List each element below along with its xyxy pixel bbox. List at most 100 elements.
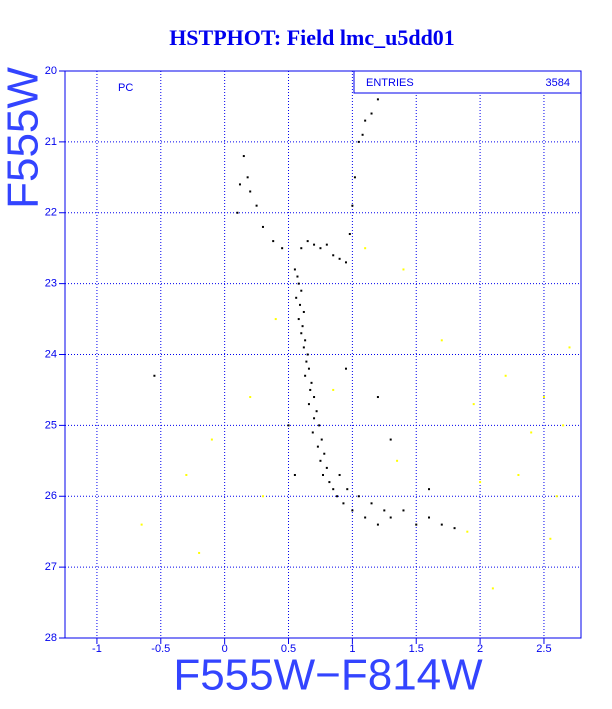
point bbox=[338, 257, 341, 260]
point bbox=[549, 537, 552, 540]
point bbox=[353, 176, 356, 179]
point bbox=[300, 289, 303, 292]
point bbox=[357, 140, 360, 143]
point bbox=[297, 318, 300, 321]
point bbox=[306, 240, 309, 243]
point bbox=[555, 495, 558, 498]
point bbox=[568, 346, 571, 349]
point bbox=[342, 502, 345, 505]
point bbox=[185, 473, 188, 476]
point bbox=[328, 481, 331, 484]
point bbox=[351, 204, 354, 207]
point bbox=[325, 243, 328, 246]
x-tick-label: 0 bbox=[222, 643, 228, 655]
point bbox=[479, 481, 482, 484]
stats-box bbox=[353, 70, 582, 94]
y-tick-label: 28 bbox=[45, 632, 57, 644]
point bbox=[301, 325, 304, 328]
x-tick-label: 2 bbox=[477, 643, 483, 655]
point bbox=[332, 388, 335, 391]
point bbox=[306, 353, 309, 356]
point bbox=[466, 530, 469, 533]
y-tick-label: 24 bbox=[45, 348, 57, 360]
point bbox=[318, 424, 321, 427]
point bbox=[332, 254, 335, 257]
point bbox=[296, 275, 299, 278]
x-tick-label: 1 bbox=[349, 643, 355, 655]
point bbox=[332, 488, 335, 491]
point bbox=[249, 396, 252, 399]
point bbox=[376, 396, 379, 399]
point bbox=[320, 438, 323, 441]
point bbox=[316, 445, 319, 448]
point bbox=[302, 310, 305, 313]
point bbox=[376, 523, 379, 526]
point bbox=[336, 495, 339, 498]
point bbox=[364, 516, 367, 519]
point bbox=[238, 183, 241, 186]
y-tick-label: 23 bbox=[45, 278, 57, 290]
y-tick-label: 20 bbox=[45, 65, 57, 77]
point bbox=[402, 509, 405, 512]
y-tick-label: 21 bbox=[45, 136, 57, 148]
point bbox=[453, 527, 456, 530]
point bbox=[428, 516, 431, 519]
point bbox=[210, 438, 213, 441]
point bbox=[396, 459, 399, 462]
chart-title: HSTPHOT: Field lmc_u5dd01 bbox=[169, 25, 455, 50]
point bbox=[307, 367, 310, 370]
point bbox=[440, 523, 443, 526]
points bbox=[140, 98, 571, 590]
point bbox=[440, 339, 443, 342]
point bbox=[249, 190, 252, 193]
point bbox=[309, 388, 312, 391]
point bbox=[297, 282, 300, 285]
point bbox=[428, 488, 431, 491]
point bbox=[272, 240, 275, 243]
point bbox=[389, 438, 392, 441]
point bbox=[517, 473, 520, 476]
point bbox=[293, 473, 296, 476]
stats-value: 3584 bbox=[546, 77, 570, 89]
point bbox=[346, 488, 349, 491]
y-tick-label: 27 bbox=[45, 561, 57, 573]
x-tick-label: -0.5 bbox=[151, 643, 170, 655]
stats-label: ENTRIES bbox=[366, 77, 414, 89]
point bbox=[261, 225, 264, 228]
x-tick-label: -1 bbox=[92, 643, 102, 655]
point bbox=[287, 424, 290, 427]
point bbox=[351, 509, 354, 512]
x-tick-label: 0.5 bbox=[281, 643, 296, 655]
point bbox=[246, 176, 249, 179]
point bbox=[305, 360, 308, 363]
point bbox=[198, 551, 201, 554]
point bbox=[530, 431, 533, 434]
point bbox=[261, 495, 264, 498]
x-tick-label: 1.5 bbox=[409, 643, 424, 655]
point bbox=[322, 473, 324, 476]
point bbox=[255, 204, 258, 207]
point bbox=[491, 587, 494, 590]
point bbox=[311, 431, 314, 434]
point bbox=[310, 381, 313, 384]
point bbox=[338, 473, 341, 476]
point bbox=[299, 303, 302, 306]
y-tick-label: 26 bbox=[45, 490, 57, 502]
point bbox=[415, 523, 418, 526]
point bbox=[370, 112, 373, 115]
point bbox=[319, 247, 322, 250]
point bbox=[364, 247, 367, 250]
plot-frame bbox=[64, 70, 582, 639]
point bbox=[364, 119, 367, 122]
point bbox=[344, 261, 347, 264]
point bbox=[542, 396, 545, 399]
point bbox=[348, 233, 351, 236]
point bbox=[504, 374, 507, 377]
point bbox=[357, 495, 360, 498]
point bbox=[472, 403, 475, 406]
x-axis-label: F555W−F814W bbox=[173, 651, 483, 700]
point bbox=[402, 268, 405, 271]
point bbox=[302, 346, 305, 349]
point bbox=[304, 374, 307, 377]
